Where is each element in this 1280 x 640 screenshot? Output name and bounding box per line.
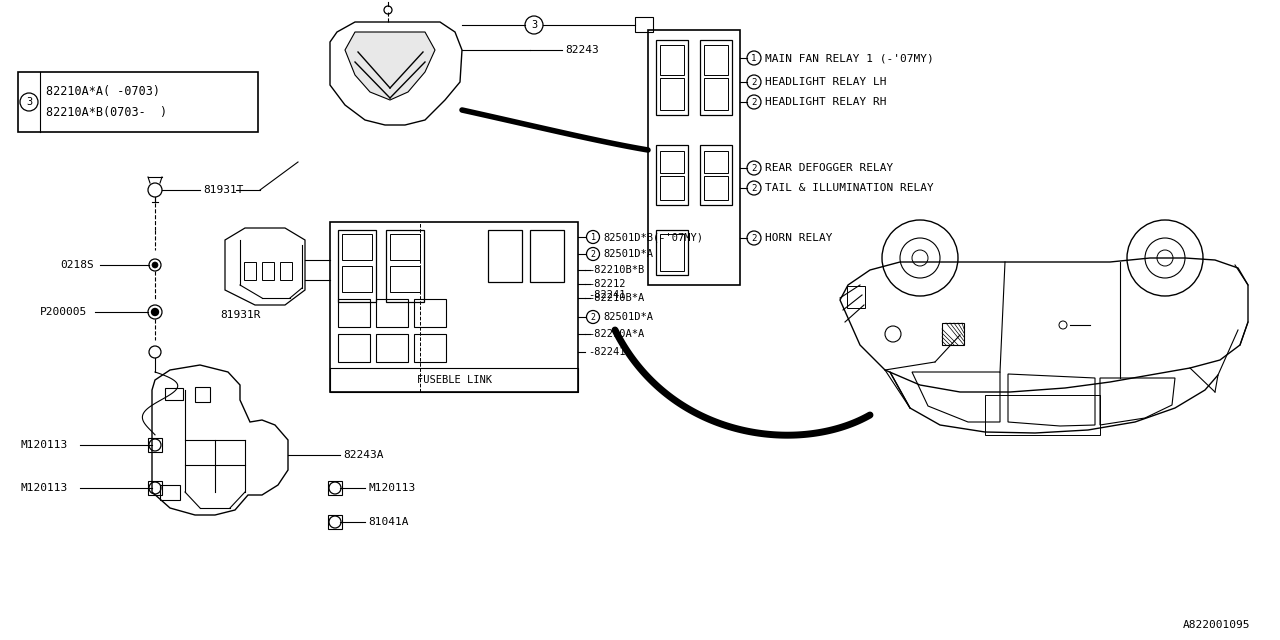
Bar: [338, 334, 370, 362]
Text: TAIL & ILLUMINATION RELAY: TAIL & ILLUMINATION RELAY: [765, 183, 933, 193]
Text: -82212: -82212: [588, 279, 626, 289]
Bar: [376, 299, 408, 327]
Text: MAIN FAN RELAY 1 (-'07MY): MAIN FAN RELAY 1 (-'07MY): [765, 53, 933, 63]
Polygon shape: [346, 32, 435, 100]
Bar: [660, 151, 684, 173]
Text: 0218S: 0218S: [60, 260, 93, 270]
Text: FUSEBLE LINK: FUSEBLE LINK: [416, 375, 492, 385]
Bar: [657, 145, 689, 205]
Bar: [488, 230, 522, 282]
Bar: [160, 485, 180, 500]
Bar: [338, 299, 370, 327]
Bar: [342, 234, 372, 260]
Bar: [704, 176, 728, 200]
Text: A822001095: A822001095: [1183, 620, 1251, 630]
Text: 81931R: 81931R: [220, 310, 261, 320]
Bar: [660, 78, 684, 110]
Text: P200005: P200005: [40, 307, 87, 317]
Text: HEADLIGHT RELAY LH: HEADLIGHT RELAY LH: [765, 77, 887, 87]
Text: REAR DEFOGGER RELAY: REAR DEFOGGER RELAY: [765, 163, 893, 173]
Text: M120113: M120113: [369, 483, 415, 493]
Bar: [342, 266, 372, 292]
Bar: [328, 481, 342, 495]
Text: 82210A*B(0703-  ): 82210A*B(0703- ): [46, 106, 168, 118]
Bar: [390, 234, 420, 260]
Text: 82243A: 82243A: [343, 450, 384, 460]
Circle shape: [152, 262, 157, 268]
Text: -82210B*B: -82210B*B: [588, 265, 644, 275]
Text: 1: 1: [751, 54, 756, 63]
Bar: [330, 368, 579, 392]
Text: 2: 2: [590, 312, 595, 321]
Text: -82210A*A: -82210A*A: [588, 329, 644, 339]
Bar: [635, 17, 653, 32]
Text: 2: 2: [590, 250, 595, 259]
Bar: [387, 230, 424, 302]
Text: 2: 2: [751, 184, 756, 193]
Bar: [660, 45, 684, 75]
Text: 82501D*A: 82501D*A: [603, 249, 653, 259]
Bar: [986, 395, 1100, 435]
Text: HEADLIGHT RELAY RH: HEADLIGHT RELAY RH: [765, 97, 887, 107]
Bar: [657, 230, 689, 275]
Text: -82210B*A: -82210B*A: [588, 293, 644, 303]
Text: 81931T: 81931T: [204, 185, 243, 195]
Text: 82210A*A( -0703): 82210A*A( -0703): [46, 85, 160, 99]
Bar: [244, 262, 256, 280]
Text: 82501D*B(-'07MY): 82501D*B(-'07MY): [603, 232, 703, 242]
Bar: [942, 323, 964, 345]
Bar: [376, 334, 408, 362]
Bar: [390, 266, 420, 292]
Bar: [700, 40, 732, 115]
Text: 81041A: 81041A: [369, 517, 408, 527]
Circle shape: [151, 308, 159, 316]
Bar: [704, 45, 728, 75]
Bar: [148, 438, 163, 452]
Bar: [648, 30, 740, 285]
Bar: [165, 388, 183, 400]
Bar: [413, 299, 445, 327]
Bar: [847, 286, 865, 308]
Bar: [660, 234, 684, 271]
Text: 2: 2: [751, 77, 756, 86]
Bar: [660, 176, 684, 200]
Bar: [413, 334, 445, 362]
Bar: [280, 262, 292, 280]
Text: 2: 2: [751, 97, 756, 106]
Bar: [330, 222, 579, 392]
Text: 82501D*A: 82501D*A: [603, 312, 653, 322]
Bar: [704, 151, 728, 173]
Text: 3: 3: [26, 97, 32, 107]
Bar: [338, 230, 376, 302]
Text: M120113: M120113: [20, 440, 68, 450]
Bar: [328, 515, 342, 529]
Bar: [700, 145, 732, 205]
Bar: [18, 72, 259, 132]
Bar: [262, 262, 274, 280]
Bar: [530, 230, 564, 282]
Text: 1: 1: [590, 232, 595, 241]
Bar: [195, 387, 210, 402]
Text: 82243: 82243: [564, 45, 599, 55]
Bar: [657, 40, 689, 115]
Text: HORN RELAY: HORN RELAY: [765, 233, 832, 243]
Text: M120113: M120113: [20, 483, 68, 493]
Text: -82241: -82241: [588, 290, 626, 300]
Text: 2: 2: [751, 163, 756, 173]
Text: 2: 2: [751, 234, 756, 243]
Bar: [148, 481, 163, 495]
Bar: [704, 78, 728, 110]
Text: -82241: -82241: [588, 347, 626, 357]
Text: 3: 3: [531, 20, 538, 30]
